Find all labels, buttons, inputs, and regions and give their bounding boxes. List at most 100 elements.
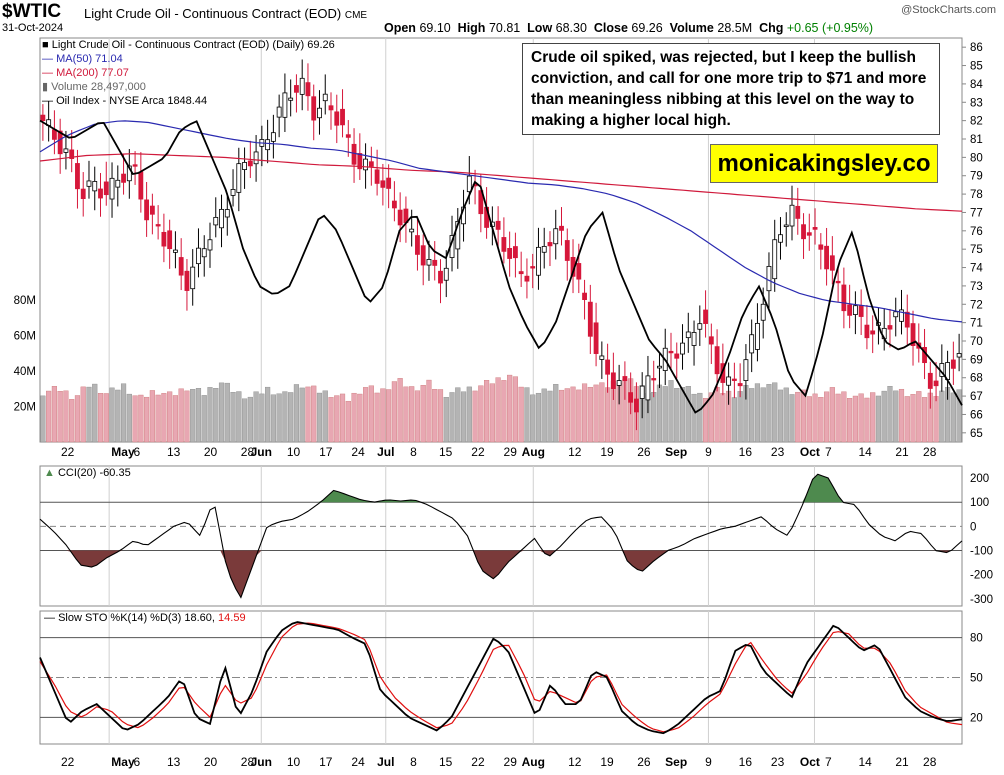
x-axis-label-0: Jun [251, 445, 272, 459]
legend-volume: ▮ Volume 28,497,000 [42, 81, 146, 93]
volume-bar [241, 398, 248, 443]
volume-bar [714, 387, 720, 443]
candle-body [190, 266, 196, 290]
candle-body [219, 208, 224, 229]
volume-axis-label: 20M [14, 402, 36, 414]
volume-bar [507, 374, 513, 443]
candle-body [328, 105, 334, 111]
price-tick-label: 86 [970, 42, 983, 54]
candle-body [155, 224, 161, 227]
volume-bar [195, 388, 202, 443]
candle-body [495, 220, 501, 230]
volume-bar [858, 393, 864, 443]
volume-bar [97, 393, 104, 443]
x-axis-label-0: 22 [471, 445, 485, 459]
candle-body [559, 225, 564, 231]
price-tick-label: 84 [970, 79, 983, 91]
volume-bar [270, 394, 276, 443]
candle-body [737, 383, 743, 387]
candle-body [755, 322, 760, 350]
volume-bar [46, 390, 52, 443]
sto-k-line [39, 621, 963, 735]
volume-bar [581, 383, 588, 443]
sto-tick-label: 20 [970, 712, 983, 724]
x-axis-label-0: 21 [895, 445, 909, 459]
candle-body [311, 96, 317, 121]
candle-body [726, 376, 732, 386]
candle-body [714, 346, 720, 375]
candle-body [115, 179, 121, 188]
volume-bar [524, 387, 530, 443]
candle-body [616, 380, 622, 386]
volume-axis-label: 80M [14, 295, 36, 307]
volume-bar [120, 383, 127, 443]
copyright[interactable]: @StockCharts.com [901, 4, 996, 16]
price-tick-label: 66 [970, 409, 983, 421]
x-axis-label-1: 26 [637, 755, 651, 769]
volume-bar [167, 391, 173, 443]
high-value: 70.81 [488, 21, 521, 35]
x-axis-label-0: 17 [319, 445, 333, 459]
volume-bar [864, 397, 870, 443]
volume-bar [374, 392, 380, 443]
candle-body [593, 322, 599, 354]
volume-bar [172, 395, 179, 443]
x-axis-label-1: 24 [351, 755, 365, 769]
candle-body [622, 376, 628, 382]
candle-body [599, 355, 605, 360]
volume-bar [679, 387, 686, 443]
candle-body [288, 97, 294, 101]
candle-body [340, 108, 345, 126]
candle-body [265, 139, 271, 151]
brand-label[interactable]: monicakingsley.co [710, 144, 938, 183]
candle-body [645, 375, 651, 401]
sto-k-text: Slow STO %K(14) %D(3) 18.60, [58, 612, 215, 624]
candle-body [605, 359, 611, 375]
legend-oil-index: — Oil Index - NYSE Arca 1848.44 [42, 95, 208, 107]
volume-axis-label: 40M [14, 366, 36, 378]
volume-axis-label: 60M [14, 331, 36, 343]
price-tick-label: 71 [970, 318, 983, 330]
volume-bar [276, 393, 282, 443]
candle-body [224, 209, 230, 218]
candle-body [167, 230, 173, 250]
volume-bar [334, 395, 340, 443]
candle-body [334, 111, 340, 126]
candle-body [899, 309, 904, 322]
volume-bar [731, 397, 737, 443]
volume-bar [414, 390, 421, 443]
candle-body [634, 398, 639, 413]
volume-bar [587, 386, 593, 443]
open-label: Open [384, 21, 416, 35]
volume-bar [576, 389, 582, 443]
volume-bar [351, 392, 357, 443]
x-axis-label-0: 10 [287, 445, 301, 459]
volume-bar [605, 387, 611, 443]
volume-bar [178, 388, 184, 443]
sto-d-line [39, 622, 963, 733]
ma50-line [39, 120, 963, 323]
volume-bar [777, 389, 784, 443]
volume-bar [870, 392, 876, 443]
x-axis-label-0: 24 [351, 445, 365, 459]
candle-body [478, 190, 484, 215]
volume-bar [887, 386, 893, 443]
volume-bar [570, 386, 576, 443]
x-axis-label-0: Jul [377, 445, 394, 459]
price-tick-label: 76 [970, 226, 983, 238]
candle-body [184, 270, 190, 291]
candle-body [766, 265, 772, 292]
candle-body [950, 359, 956, 369]
volume-bar [530, 394, 536, 443]
candle-body [368, 161, 374, 167]
candle-body [910, 323, 916, 346]
x-axis-label-0: 8 [410, 445, 417, 459]
candle-body [294, 85, 299, 93]
candle-body [276, 106, 282, 118]
volume-bar [460, 391, 467, 443]
volume-bar [950, 392, 956, 443]
candle-body [801, 224, 806, 240]
candle-body [201, 248, 207, 258]
volume-bar [155, 394, 161, 443]
candle-body [628, 392, 634, 403]
